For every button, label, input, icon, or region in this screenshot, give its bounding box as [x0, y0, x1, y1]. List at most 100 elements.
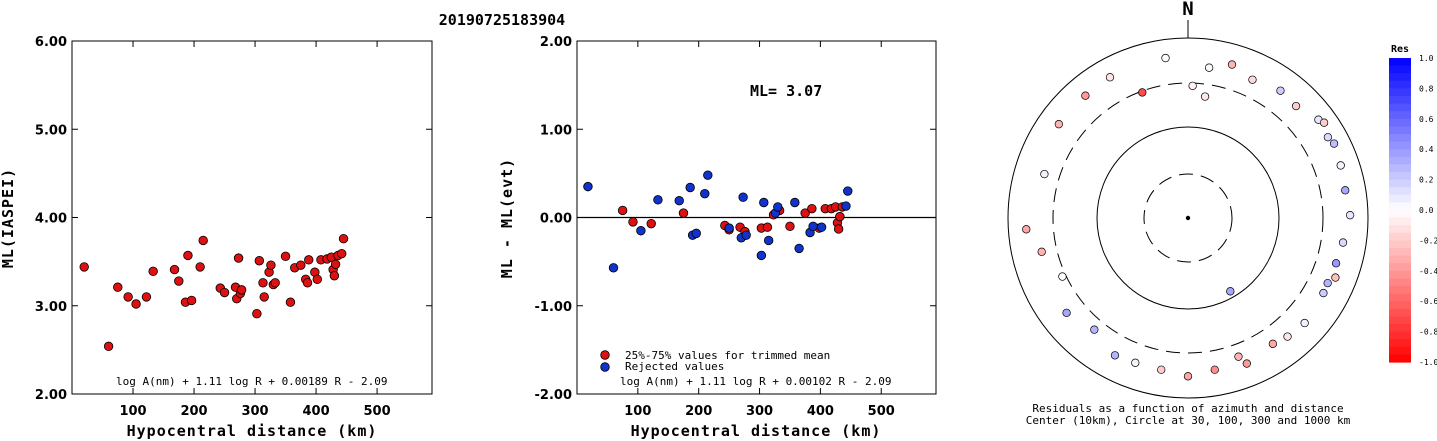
data-point — [724, 223, 734, 233]
x-tick-label: 300 — [241, 404, 268, 419]
station-point — [1226, 287, 1235, 296]
data-point — [773, 202, 783, 212]
data-point — [123, 292, 133, 302]
y-tick-label: 4.00 — [35, 212, 67, 227]
station-point — [1210, 365, 1219, 374]
data-point — [785, 221, 795, 232]
data-point — [113, 282, 123, 292]
data-point — [252, 308, 262, 319]
y-axis-ticks-2: -2.00 -1.00 0.00 1.00 2.00 — [535, 35, 936, 403]
data-point — [636, 226, 646, 236]
y-tick-label: 1.00 — [540, 123, 572, 138]
data-point — [841, 201, 851, 211]
colorbar-label: 0.4 — [1419, 145, 1434, 154]
colorbar-swatch — [1389, 308, 1411, 317]
colorbar-swatch — [1389, 80, 1411, 89]
x-tick-label: 100 — [119, 404, 146, 419]
station-point — [1323, 278, 1332, 288]
station-point — [1110, 351, 1120, 360]
station-point — [1227, 60, 1237, 69]
caption-line-1: Residuals as a function of azimuth and d… — [1032, 402, 1343, 415]
legend-label-rejected: Rejected values — [625, 360, 724, 373]
x-tick-label: 300 — [746, 404, 773, 419]
legend-marker-trimmed — [600, 350, 610, 360]
colorbar-swatch — [1389, 202, 1411, 211]
figure-title: 20190725183904 — [439, 11, 565, 29]
station-point — [1022, 225, 1031, 234]
formula-2: log A(nm) + 1.11 log R + 0.00102 R - 2.0… — [620, 375, 892, 388]
station-point — [1054, 120, 1063, 129]
colorbar-swatch — [1389, 354, 1411, 363]
colorbar-swatch — [1389, 210, 1411, 219]
station-point — [1242, 359, 1251, 368]
data-point — [270, 278, 280, 288]
x-tick-label: 100 — [624, 404, 651, 419]
colorbar-swatch — [1389, 293, 1411, 302]
data-point — [653, 195, 663, 205]
data-point — [756, 250, 767, 261]
epicenter-dot — [1185, 215, 1191, 221]
colorbar-swatches — [1389, 58, 1411, 363]
data-point — [617, 205, 628, 216]
station-point — [1291, 101, 1301, 111]
data-point — [254, 256, 265, 266]
data-point — [703, 170, 713, 180]
data-point — [312, 274, 322, 284]
data-point — [646, 218, 656, 229]
data-point — [285, 297, 296, 307]
colorbar-swatch — [1389, 240, 1411, 249]
data-point — [131, 299, 141, 309]
station-point — [1183, 372, 1193, 381]
colorbar-label: -0.8 — [1419, 328, 1437, 337]
colorbar-swatch — [1389, 111, 1411, 120]
station-point — [1188, 81, 1197, 90]
station-point — [1268, 339, 1278, 348]
station-point — [1081, 91, 1090, 100]
colorbar-swatch — [1389, 286, 1411, 295]
colorbar-swatch — [1389, 255, 1411, 264]
colorbar-swatch — [1389, 103, 1411, 112]
colorbar-swatch — [1389, 225, 1411, 234]
data-point — [763, 235, 774, 246]
colorbar-swatch — [1389, 118, 1411, 127]
ring-100km — [1096, 126, 1280, 310]
colorbar-swatch — [1389, 149, 1411, 158]
colorbar-swatch — [1389, 96, 1411, 105]
data-point — [691, 228, 701, 239]
colorbar-swatch — [1389, 248, 1411, 257]
station-point — [1323, 133, 1333, 142]
colorbar-swatch — [1389, 324, 1411, 333]
station-point — [1090, 325, 1099, 334]
data-point — [183, 250, 193, 261]
y-tick-label: 3.00 — [35, 300, 67, 315]
data-point — [759, 197, 769, 208]
colorbar-swatch — [1389, 263, 1411, 272]
colorbar-swatch — [1389, 65, 1411, 74]
station-point — [1319, 288, 1328, 298]
station-point — [1341, 186, 1350, 195]
colorbar-swatch — [1389, 88, 1411, 97]
x-tick-label: 200 — [685, 404, 712, 419]
station-point — [1331, 273, 1340, 282]
station-point — [1319, 118, 1329, 127]
colorbar-label: -1.0 — [1419, 358, 1437, 367]
data-point — [583, 181, 593, 192]
data-point — [835, 211, 845, 222]
station-point — [1345, 211, 1355, 220]
station-point — [1138, 88, 1147, 97]
data-point — [233, 253, 244, 263]
colorbar-label: 0.8 — [1419, 84, 1434, 93]
data-point — [329, 271, 340, 281]
station-points — [1022, 53, 1355, 381]
x-tick-label: 500 — [868, 404, 895, 419]
colorbar-swatch — [1389, 339, 1411, 348]
data-point — [628, 217, 638, 227]
colorbar-swatch — [1389, 331, 1411, 340]
data-point — [258, 278, 268, 288]
station-point — [1037, 247, 1046, 256]
ml-annotation: ML= 3.07 — [750, 82, 822, 100]
data-point — [296, 260, 306, 270]
station-point — [1336, 161, 1345, 170]
station-point — [1300, 318, 1309, 328]
